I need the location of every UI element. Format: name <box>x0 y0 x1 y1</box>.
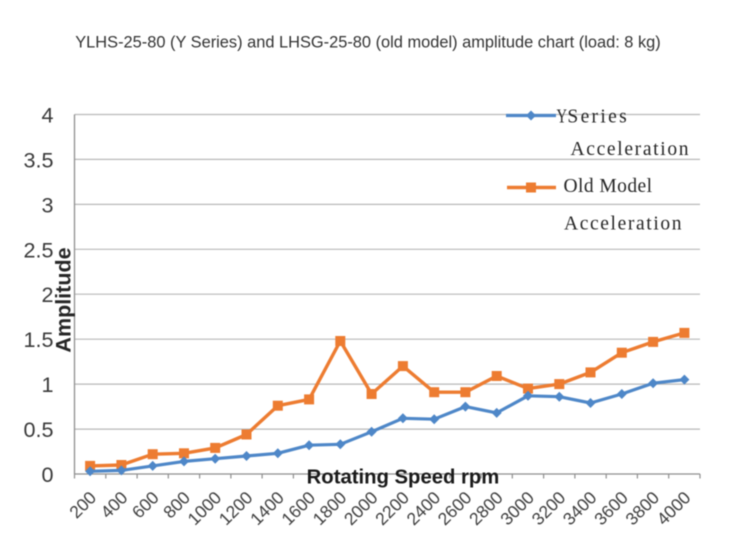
svg-text:3.5: 3.5 <box>23 147 53 172</box>
svg-text:0: 0 <box>41 462 53 487</box>
svg-text:2: 2 <box>41 282 53 307</box>
svg-text:Amplitude: Amplitude <box>52 247 76 352</box>
svg-text:Old Model: Old Model <box>564 176 653 197</box>
svg-text:2.5: 2.5 <box>23 237 53 262</box>
svg-text:YLHS-25-80 (Y Series) and LHSG: YLHS-25-80 (Y Series) and LHSG-25-80 (ol… <box>75 34 661 52</box>
svg-text:3: 3 <box>41 192 53 217</box>
svg-text:Acceleration: Acceleration <box>571 139 689 160</box>
svg-text:Rotating Speed rpm: Rotating Speed rpm <box>307 467 500 489</box>
svg-text:1.5: 1.5 <box>23 327 53 352</box>
svg-text:0.5: 0.5 <box>23 417 53 442</box>
svg-text:1: 1 <box>41 372 53 397</box>
svg-text:Y: Y <box>557 107 568 128</box>
svg-text:4: 4 <box>41 103 53 128</box>
svg-text:Series: Series <box>567 107 626 128</box>
svg-text:Acceleration: Acceleration <box>564 214 682 235</box>
